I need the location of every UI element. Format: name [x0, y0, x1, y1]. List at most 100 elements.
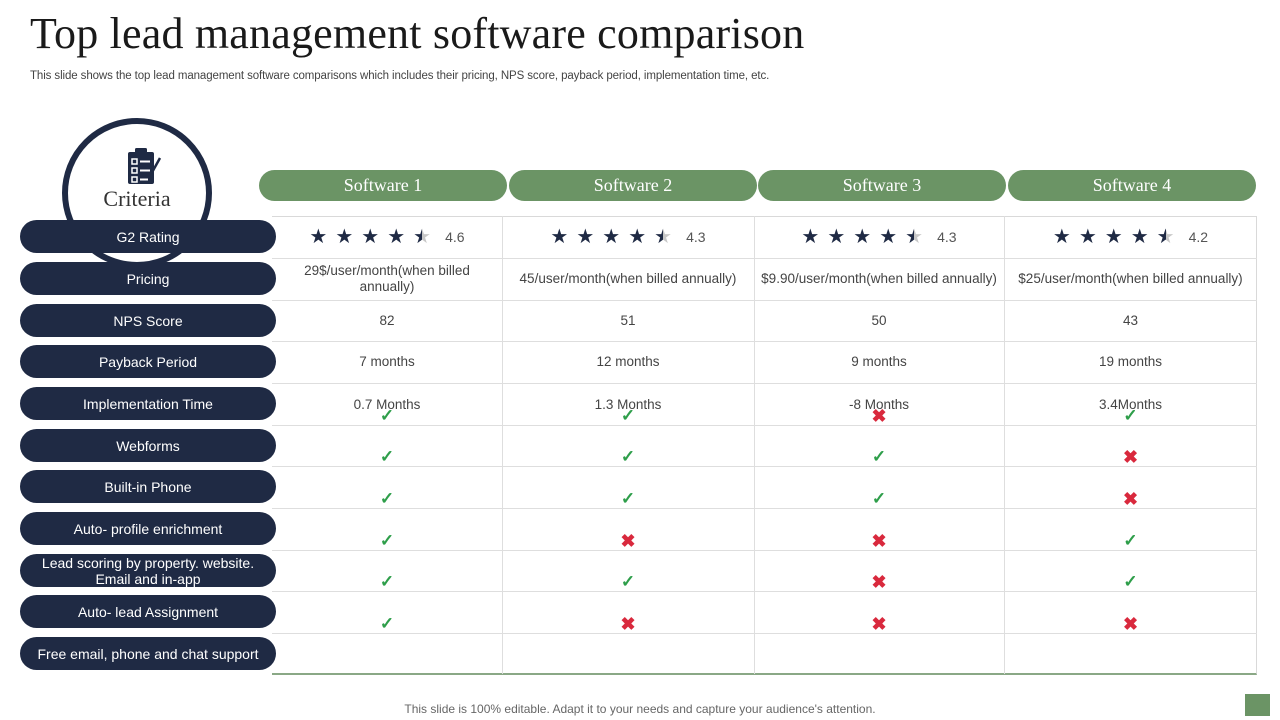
- rating-cell: ★ ★ ★ ★ ★ 4.6: [272, 216, 502, 258]
- rating-value: 4.2: [1188, 229, 1209, 245]
- software-header-2: Software 2: [509, 170, 757, 201]
- checkmark-icon: ✓: [379, 406, 395, 425]
- rating-value: 4.6: [445, 229, 465, 245]
- nps-cell: 43: [1122, 312, 1139, 328]
- checkmark-icon: ✓: [620, 447, 636, 466]
- column-divider: [502, 216, 503, 674]
- checkmark-icon: ✓: [379, 531, 395, 550]
- star-icon: ★: [654, 226, 673, 248]
- column-divider: [754, 216, 755, 674]
- criteria-pill: Built-in Phone: [20, 470, 276, 503]
- nps-cell: 51: [620, 312, 636, 328]
- criteria-label: Criteria: [103, 186, 171, 211]
- star-icon: ★: [628, 226, 647, 248]
- star-icon: ★: [335, 226, 354, 248]
- row-divider: [272, 425, 1257, 426]
- row-divider: [272, 258, 1257, 259]
- star-icon: ★: [853, 226, 872, 248]
- payback-cell: 7 months: [359, 354, 415, 369]
- payback-cell: 12 months: [596, 354, 660, 369]
- star-icon: ★: [576, 226, 595, 248]
- pricing-cell: 29$/user/month(when billed annually): [304, 263, 470, 294]
- star-rating: ★ ★ ★ ★ ★ 4.2: [1053, 227, 1208, 247]
- checkmark-icon: ✓: [379, 447, 395, 466]
- criteria-pill: Lead scoring by property. website. Email…: [20, 554, 276, 587]
- checkmark-icon: ✓: [620, 572, 636, 591]
- star-icon: ★: [602, 226, 621, 248]
- checkmark-icon: ✓: [620, 406, 636, 425]
- cross-icon: ✖: [871, 531, 887, 551]
- checkmark-icon: ✓: [620, 489, 636, 508]
- star-icon: ★: [413, 226, 432, 248]
- cross-icon: ✖: [620, 531, 636, 551]
- star-icon: ★: [827, 226, 846, 248]
- star-icon: ★: [905, 226, 924, 248]
- pricing-cell: $9.90/user/month(when billed annually): [761, 271, 997, 286]
- implementation-cell: 3.4Months: [1098, 397, 1163, 412]
- software-header-4: Software 4: [1008, 170, 1256, 201]
- cross-icon: ✖: [871, 406, 887, 426]
- star-rating: ★ ★ ★ ★ ★ 4.3: [550, 227, 705, 247]
- star-icon: ★: [1052, 226, 1071, 248]
- pricing-cell: 45/user/month(when billed annually): [519, 271, 737, 286]
- checkmark-icon: ✓: [379, 489, 395, 508]
- star-icon: ★: [361, 226, 380, 248]
- criteria-pill: Pricing: [20, 262, 276, 295]
- row-divider: [272, 550, 1257, 551]
- page-subtitle: This slide shows the top lead management…: [30, 70, 770, 82]
- payback-cell: 19 months: [1098, 354, 1163, 369]
- row-divider: [272, 591, 1257, 592]
- checkmark-icon: ✓: [379, 572, 395, 591]
- cross-icon: ✖: [1122, 614, 1139, 634]
- criteria-pill: Auto- profile enrichment: [20, 512, 276, 545]
- row-divider: [272, 341, 1257, 342]
- star-icon: ★: [1104, 226, 1123, 248]
- payback-cell: 9 months: [851, 354, 907, 369]
- nps-cell: 50: [871, 312, 887, 328]
- page-title: Top lead management software comparison: [30, 9, 805, 58]
- row-divider: [272, 300, 1257, 301]
- cross-icon: ✖: [1122, 447, 1139, 467]
- software-header-1: Software 1: [259, 170, 507, 201]
- row-divider: [272, 633, 1257, 634]
- star-icon: ★: [801, 226, 820, 248]
- footer-note: This slide is 100% editable. Adapt it to…: [404, 702, 876, 716]
- rating-cell: ★ ★ ★ ★ ★ 4.3: [502, 216, 754, 258]
- rating-value: 4.3: [686, 229, 706, 245]
- star-rating: ★ ★ ★ ★ ★ 4.6: [309, 227, 464, 247]
- checkmark-icon: ✓: [379, 614, 395, 633]
- column-divider: [1004, 216, 1005, 674]
- criteria-pill: Webforms: [20, 429, 276, 462]
- checkmark-icon: ✓: [1123, 572, 1138, 591]
- criteria-pill: Auto- lead Assignment: [20, 595, 276, 628]
- checkmark-icon: ✓: [1123, 531, 1138, 550]
- rating-cell: ★ ★ ★ ★ ★ 4.2: [1004, 216, 1257, 258]
- criteria-pill: NPS Score: [20, 304, 276, 337]
- clipboard-checklist-icon: [128, 148, 162, 184]
- implementation-cell: 0.7 Months: [353, 397, 421, 412]
- checkmark-icon: ✓: [871, 447, 887, 466]
- checkmark-icon: ✓: [1123, 406, 1138, 425]
- rating-cell: ★ ★ ★ ★ ★ 4.3: [754, 216, 1004, 258]
- software-header-3: Software 3: [758, 170, 1006, 201]
- star-icon: ★: [1078, 226, 1097, 248]
- implementation-cell: -8 Months: [848, 397, 910, 412]
- criteria-pill: Payback Period: [20, 345, 276, 378]
- pricing-cell: $25/user/month(when billed annually): [1018, 271, 1243, 286]
- cross-icon: ✖: [871, 614, 887, 634]
- criteria-pill: G2 Rating: [20, 220, 276, 253]
- star-icon: ★: [1130, 226, 1149, 248]
- row-divider: [272, 466, 1257, 467]
- checkmark-icon: ✓: [871, 489, 887, 508]
- star-icon: ★: [1156, 226, 1175, 248]
- row-divider: [272, 383, 1257, 384]
- cross-icon: ✖: [871, 572, 887, 592]
- star-icon: ★: [387, 226, 406, 248]
- nps-cell: 82: [379, 312, 395, 328]
- rating-value: 4.3: [937, 229, 957, 245]
- star-icon: ★: [879, 226, 898, 248]
- cross-icon: ✖: [1122, 489, 1139, 509]
- comparison-table: [272, 216, 1257, 675]
- corner-accent: [1245, 694, 1270, 716]
- criteria-pill: Free email, phone and chat support: [20, 637, 276, 670]
